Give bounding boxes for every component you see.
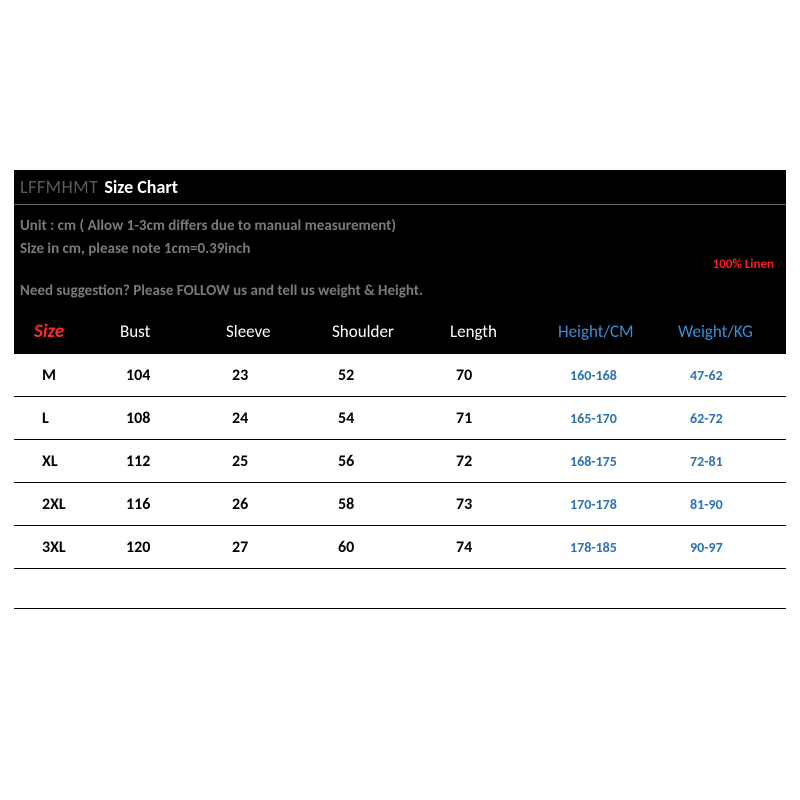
- table-row: XL 112 25 56 72 168-175 72-81: [14, 440, 786, 483]
- cell-height: 170-178: [552, 496, 672, 513]
- cell-weight: 62-72: [672, 410, 786, 427]
- header-length: Length: [444, 321, 552, 342]
- title-bar: LFFMHMT Size Chart: [14, 170, 786, 204]
- cell-shoulder: 54: [326, 409, 444, 428]
- header-height: Height/CM: [552, 321, 672, 342]
- cell-sleeve: 27: [220, 538, 326, 557]
- cell-size: 3XL: [14, 538, 114, 557]
- cell-shoulder: 58: [326, 495, 444, 514]
- cell-shoulder: 56: [326, 452, 444, 471]
- header-weight: Weight/KG: [672, 321, 786, 342]
- header-size: Size: [14, 320, 114, 343]
- table-row-empty: [14, 569, 786, 609]
- table-row: L 108 24 54 71 165-170 62-72: [14, 397, 786, 440]
- cell-height: 168-175: [552, 453, 672, 470]
- cell-sleeve: 23: [220, 366, 326, 385]
- info-box: Unit : cm ( Allow 1-3cm differs due to m…: [14, 204, 786, 308]
- cell-sleeve: 26: [220, 495, 326, 514]
- material-label: 100% Linen: [713, 257, 774, 272]
- cell-length: 73: [444, 495, 552, 514]
- cell-height: 165-170: [552, 410, 672, 427]
- table-header: Size Bust Sleeve Shoulder Length Height/…: [14, 308, 786, 354]
- cell-height: 178-185: [552, 539, 672, 556]
- cell-length: 74: [444, 538, 552, 557]
- chart-title: Size Chart: [104, 176, 178, 198]
- cell-size: 2XL: [14, 495, 114, 514]
- info-line-3: Need suggestion? Please FOLLOW us and te…: [20, 280, 780, 303]
- cell-height: 160-168: [552, 367, 672, 384]
- cell-length: 71: [444, 409, 552, 428]
- header-sleeve: Sleeve: [220, 321, 326, 342]
- table-row: 2XL 116 26 58 73 170-178 81-90: [14, 483, 786, 526]
- cell-bust: 116: [114, 495, 220, 514]
- table-row: M 104 23 52 70 160-168 47-62: [14, 354, 786, 397]
- cell-bust: 104: [114, 366, 220, 385]
- cell-bust: 108: [114, 409, 220, 428]
- info-line-2: Size in cm, please note 1cm=0.39inch: [20, 238, 780, 261]
- header-shoulder: Shoulder: [326, 321, 444, 342]
- cell-length: 70: [444, 366, 552, 385]
- cell-sleeve: 24: [220, 409, 326, 428]
- header-bust: Bust: [114, 321, 220, 342]
- cell-bust: 120: [114, 538, 220, 557]
- cell-size: L: [14, 409, 114, 428]
- cell-length: 72: [444, 452, 552, 471]
- brand-label: LFFMHMT: [20, 176, 98, 198]
- size-chart-image: LFFMHMT Size Chart Unit : cm ( Allow 1-3…: [0, 0, 800, 800]
- cell-weight: 90-97: [672, 539, 786, 556]
- cell-shoulder: 60: [326, 538, 444, 557]
- cell-size: M: [14, 366, 114, 385]
- cell-bust: 112: [114, 452, 220, 471]
- size-chart: LFFMHMT Size Chart Unit : cm ( Allow 1-3…: [14, 170, 786, 609]
- table-row: 3XL 120 27 60 74 178-185 90-97: [14, 526, 786, 569]
- cell-weight: 81-90: [672, 496, 786, 513]
- cell-sleeve: 25: [220, 452, 326, 471]
- cell-shoulder: 52: [326, 366, 444, 385]
- cell-weight: 47-62: [672, 367, 786, 384]
- cell-weight: 72-81: [672, 453, 786, 470]
- info-line-1: Unit : cm ( Allow 1-3cm differs due to m…: [20, 215, 780, 238]
- cell-size: XL: [14, 452, 114, 471]
